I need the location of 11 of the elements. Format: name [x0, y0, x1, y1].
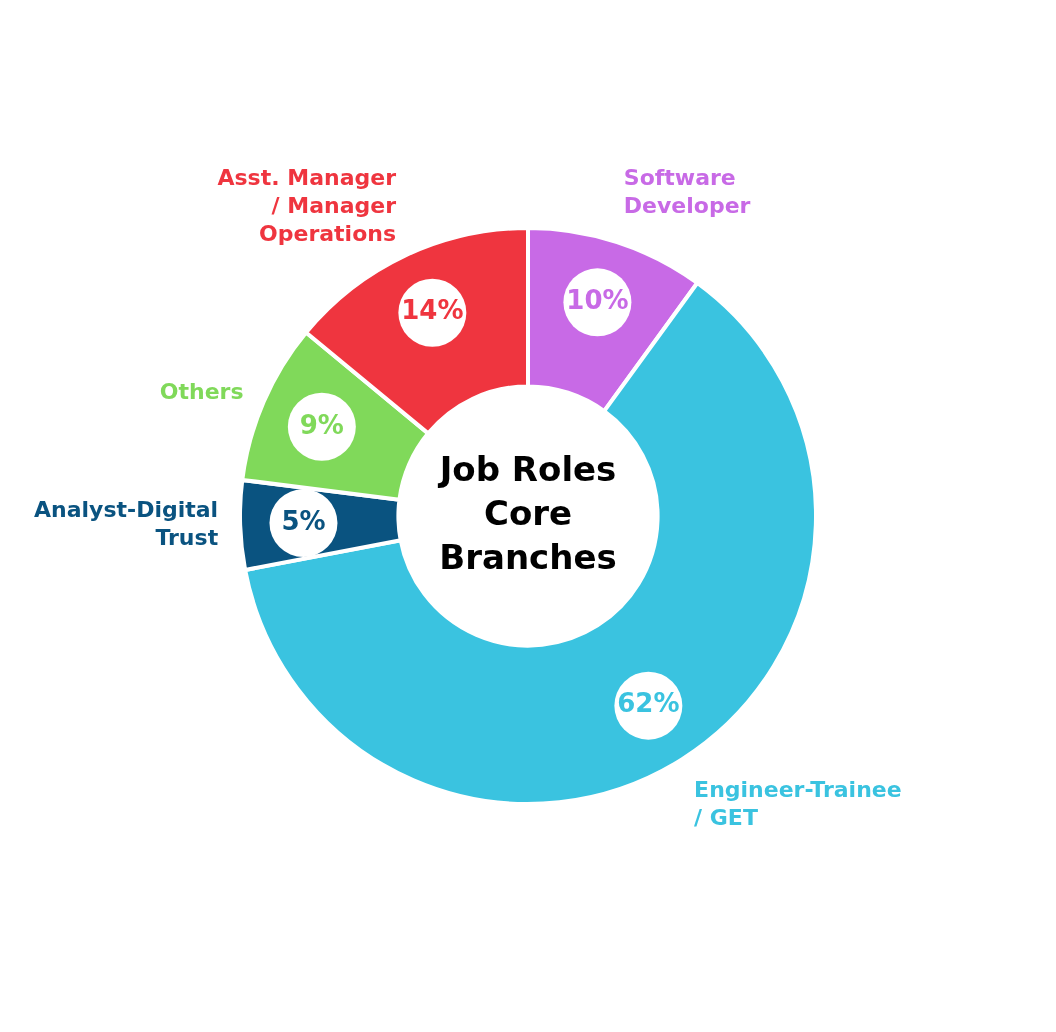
data-label: 14% — [401, 295, 464, 326]
slice-label: Analyst-Digital Trust — [34, 497, 219, 551]
data-label: 62% — [617, 688, 680, 719]
slice-label: Software Developer — [623, 164, 751, 218]
slice-label: Engineer-Trainee / GET — [694, 777, 902, 831]
slice-label: Asst. Manager / Manager Operations — [217, 165, 397, 247]
slice-label: Others — [159, 378, 244, 404]
data-label: 10% — [566, 285, 629, 316]
data-label: 9% — [299, 409, 344, 440]
text: Job Roles Core Branches — [437, 448, 617, 577]
data-label: 5% — [281, 505, 326, 536]
